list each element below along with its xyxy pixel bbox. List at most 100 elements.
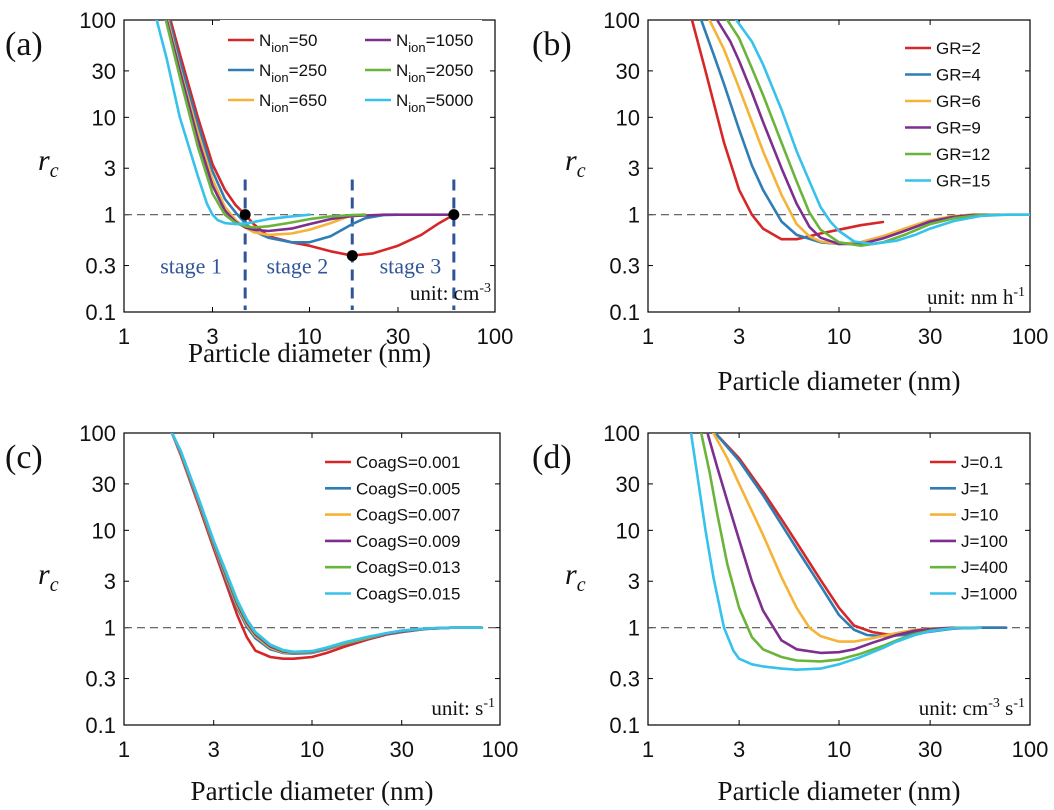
- series-line-6: [170, 433, 484, 654]
- y-tick-label: 10: [616, 518, 640, 543]
- legend-entry-symbol: N: [259, 61, 271, 80]
- series-group: [155, 20, 456, 257]
- legend: Nion=50Nion=250Nion=650Nion=1050Nion=205…: [220, 20, 482, 120]
- x-tick-label: 3: [733, 737, 745, 762]
- x-tick-label: 3: [733, 324, 745, 349]
- legend-background: [922, 442, 1017, 607]
- legend-entry: Nion=50: [259, 31, 317, 55]
- legend-entry: Nion=650: [259, 91, 327, 115]
- legend-entry-symbol: N: [259, 31, 271, 50]
- y-tick-label: 3: [628, 156, 640, 181]
- stage-point: [239, 209, 251, 221]
- legend-entry-subscript: ion: [271, 70, 288, 85]
- y-tick-label: 1: [104, 616, 116, 641]
- y-tick-label: 0.3: [85, 667, 116, 692]
- y-axis-label-main: r: [565, 558, 577, 591]
- y-tick-label: 0.1: [609, 713, 640, 738]
- series-group: [170, 433, 484, 660]
- x-tick-label: 1: [118, 737, 130, 762]
- legend-entry: J=1000: [961, 585, 1017, 604]
- x-tick-label: 10: [300, 737, 324, 762]
- y-axis-label-subscript: c: [577, 160, 586, 182]
- legend-entry: J=10: [961, 506, 998, 525]
- x-tick-label: 100: [477, 324, 514, 349]
- unit-text: s: [1000, 696, 1013, 720]
- series-group: [690, 20, 1030, 247]
- x-tick-label: 100: [1012, 324, 1049, 349]
- y-tick-label: 1: [104, 203, 116, 228]
- legend-background: [220, 20, 482, 120]
- legend: CoagS=0.001 CoagS=0.005 CoagS=0.007 CoagS=0…: [317, 442, 487, 607]
- unit-superscript: -1: [1013, 285, 1025, 300]
- unit-text: unit: nm h: [927, 285, 1014, 309]
- legend-entry: Nion=2050: [396, 61, 473, 85]
- x-tick-label: 3: [206, 324, 218, 349]
- legend-background: [897, 28, 1017, 193]
- x-tick-label: 1: [642, 324, 654, 349]
- legend-entry: CoagS=0.001: [356, 453, 460, 472]
- legend-entry: GR=4: [936, 66, 981, 85]
- x-tick-label: 1: [118, 324, 130, 349]
- stage-label: stage 2: [266, 254, 328, 279]
- x-tick-label: 3: [208, 737, 220, 762]
- x-axis-label: Particle diameter (nm): [191, 776, 434, 806]
- y-tick-label: 10: [616, 105, 640, 130]
- legend-entry: GR=6: [936, 92, 981, 111]
- chart-panel-4: 0.1 0.3 1 3 10 30 100 1 3 10 30 100 J=0.1 J=1 J=10 J=10…: [532, 421, 1048, 806]
- y-tick-label: 0.1: [85, 300, 116, 325]
- x-axis-label: Particle diameter (nm): [718, 366, 961, 396]
- series-line-5: [164, 20, 367, 229]
- series-line-4: [715, 20, 1002, 246]
- x-tick-label: 100: [482, 737, 519, 762]
- y-axis-label-main: r: [38, 558, 50, 591]
- unit-text: unit: s: [431, 696, 483, 720]
- legend-entry: CoagS=0.013: [356, 558, 460, 577]
- legend-entry: CoagS=0.007: [356, 506, 460, 525]
- y-tick-label: 1: [628, 203, 640, 228]
- x-tick-label: 30: [389, 737, 413, 762]
- series-line-4: [706, 433, 956, 655]
- y-tick-label: 10: [92, 518, 116, 543]
- y-axis-label: rc: [565, 144, 586, 182]
- y-axis-label-main: r: [565, 144, 577, 177]
- unit-label: unit: cm-3: [410, 281, 491, 305]
- y-tick-label: 3: [104, 569, 116, 594]
- legend-entry-subscript: ion: [271, 100, 288, 115]
- panel-label: (c): [5, 439, 43, 476]
- unit-text: unit: cm: [919, 696, 988, 720]
- y-tick-label: 0.1: [85, 713, 116, 738]
- y-axis-label: rc: [565, 558, 586, 596]
- legend-entry-value: =5000: [426, 91, 474, 110]
- y-tick-label: 100: [79, 421, 116, 446]
- y-tick-label: 0.3: [609, 254, 640, 279]
- y-tick-label: 3: [104, 156, 116, 181]
- y-tick-label: 100: [79, 8, 116, 33]
- legend-entry-value: =2050: [426, 61, 474, 80]
- y-tick-label: 30: [616, 472, 640, 497]
- y-tick-label: 100: [603, 8, 640, 33]
- stage-point: [448, 209, 460, 221]
- legend-entry: J=400: [961, 558, 1008, 577]
- legend-entry-value: =250: [289, 61, 327, 80]
- legend-entry: Nion=250: [259, 61, 327, 85]
- x-tick-label: 30: [918, 737, 942, 762]
- y-axis-label-subscript: c: [577, 574, 586, 596]
- unit-superscript: -3: [479, 281, 491, 296]
- chart-panel-2: 0.1 0.3 1 3 10 30 100 1 3 10 30 100 GR=2 GR=4 GR=6 GR=9…: [532, 8, 1048, 396]
- legend-entry-subscript: ion: [408, 70, 425, 85]
- x-axis-label: Particle diameter (nm): [718, 776, 961, 806]
- y-tick-label: 3: [628, 569, 640, 594]
- series-line-6: [689, 433, 982, 671]
- legend-entry-value: =650: [289, 91, 327, 110]
- y-tick-label: 1: [628, 616, 640, 641]
- legend-entry: Nion=1050: [396, 31, 473, 55]
- y-tick-label: 30: [92, 59, 116, 84]
- legend-entry-value: =50: [289, 31, 318, 50]
- stage-label: stage 3: [380, 254, 442, 279]
- unit-label: unit: cm-3 s-1: [919, 696, 1025, 720]
- chart-panel-1: 0.1 0.3 1 3 10 30 100 1 3 10 30 100 stage 1 stage 2 st…: [5, 8, 513, 368]
- legend-entry: CoagS=0.015: [356, 585, 460, 604]
- legend-entry: GR=2: [936, 39, 981, 58]
